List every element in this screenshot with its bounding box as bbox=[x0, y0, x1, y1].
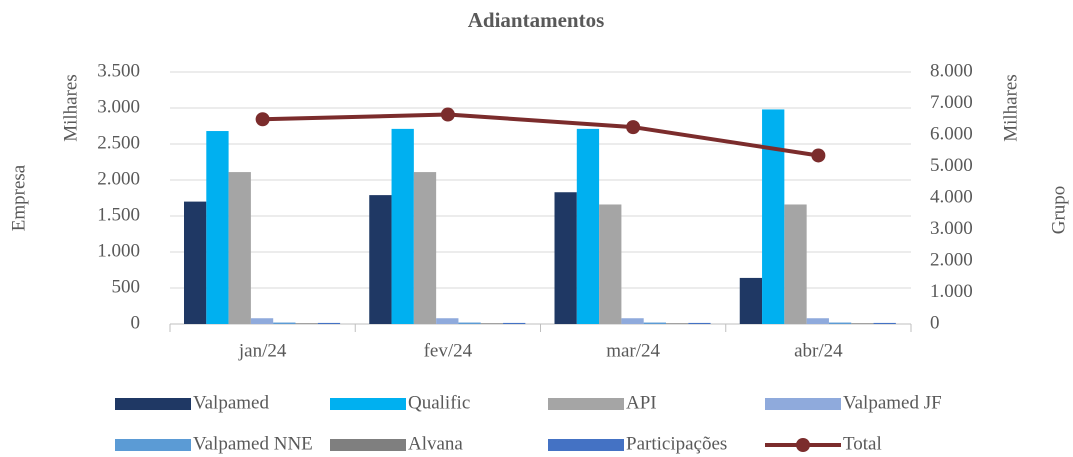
bar bbox=[599, 204, 622, 324]
bar bbox=[295, 323, 318, 324]
bar bbox=[250, 318, 274, 324]
y-tick-label: 3.500 bbox=[97, 60, 140, 81]
y2-axis-label: Grupo bbox=[1048, 186, 1069, 235]
legend-label: Participações bbox=[626, 433, 727, 454]
bar bbox=[762, 109, 785, 324]
y-tick-label: 1.500 bbox=[97, 204, 140, 225]
y2-tick-label: 5.000 bbox=[930, 155, 973, 176]
bar bbox=[458, 322, 481, 324]
y-axis-label: Empresa bbox=[8, 164, 29, 231]
bar bbox=[576, 128, 600, 324]
legend-swatch bbox=[765, 398, 841, 410]
y-tick-label: 2.500 bbox=[97, 132, 140, 153]
line-marker bbox=[811, 148, 826, 163]
line-marker bbox=[255, 112, 270, 127]
legend-swatch bbox=[330, 439, 406, 451]
legend-swatch bbox=[115, 398, 191, 410]
y-tick-label: 0 bbox=[131, 312, 141, 333]
y-tick-label: 1.000 bbox=[97, 240, 140, 261]
legend-label: Valpamed JF bbox=[843, 392, 942, 413]
bar bbox=[851, 323, 874, 324]
bar bbox=[369, 195, 392, 324]
bar bbox=[784, 204, 807, 324]
bar bbox=[688, 322, 711, 324]
bar bbox=[828, 322, 852, 324]
legend-swatch bbox=[548, 398, 624, 410]
bar bbox=[621, 318, 644, 324]
bar bbox=[273, 322, 296, 324]
bar bbox=[480, 323, 504, 324]
bar bbox=[436, 318, 459, 324]
bar bbox=[666, 323, 689, 324]
y-tick-label: 3.000 bbox=[97, 96, 140, 117]
bar bbox=[184, 201, 207, 324]
line-marker bbox=[440, 107, 455, 122]
y2-tick-label: 4.000 bbox=[930, 186, 973, 207]
legend-swatch bbox=[115, 439, 191, 451]
legend-label: API bbox=[626, 392, 657, 413]
y2-tick-label: 1.000 bbox=[930, 281, 973, 302]
bar bbox=[643, 322, 666, 324]
y2-tick-label: 3.000 bbox=[930, 218, 973, 239]
x-tick-label: jan/24 bbox=[238, 340, 287, 361]
bar bbox=[228, 172, 251, 324]
y2-tick-label: 6.000 bbox=[930, 123, 973, 144]
bar bbox=[554, 192, 577, 324]
legend-label: Total bbox=[843, 433, 882, 454]
x-tick-label: abr/24 bbox=[794, 340, 843, 361]
line-marker bbox=[626, 120, 641, 135]
y2-tick-label: 7.000 bbox=[930, 92, 973, 113]
y-tick-label: 2.000 bbox=[97, 168, 140, 189]
chart-title: Adiantamentos bbox=[468, 8, 605, 32]
bar bbox=[503, 322, 526, 324]
y-tick-label: 500 bbox=[112, 276, 141, 297]
legend-label: Valpamed NNE bbox=[193, 433, 313, 454]
bar bbox=[413, 172, 437, 324]
x-tick-label: fev/24 bbox=[424, 340, 473, 361]
y-axis-unit: Milhares bbox=[60, 74, 81, 142]
x-tick-label: mar/24 bbox=[606, 340, 660, 361]
legend-label: Valpamed bbox=[193, 392, 269, 413]
legend-marker bbox=[796, 438, 810, 452]
bar bbox=[806, 318, 829, 324]
bar bbox=[873, 322, 896, 324]
y2-tick-label: 0 bbox=[930, 312, 940, 333]
y2-tick-label: 8.000 bbox=[930, 60, 973, 81]
y2-tick-label: 2.000 bbox=[930, 249, 973, 270]
legend-label: Qualific bbox=[408, 392, 470, 413]
bar bbox=[206, 131, 229, 324]
legend-swatch bbox=[548, 439, 624, 451]
bar bbox=[391, 128, 414, 324]
bar bbox=[317, 322, 341, 324]
legend-swatch bbox=[330, 398, 406, 410]
line bbox=[262, 112, 819, 158]
y2-axis-unit: Milhares bbox=[1000, 74, 1021, 142]
bar bbox=[739, 277, 763, 324]
legend-label: Alvana bbox=[408, 433, 463, 454]
